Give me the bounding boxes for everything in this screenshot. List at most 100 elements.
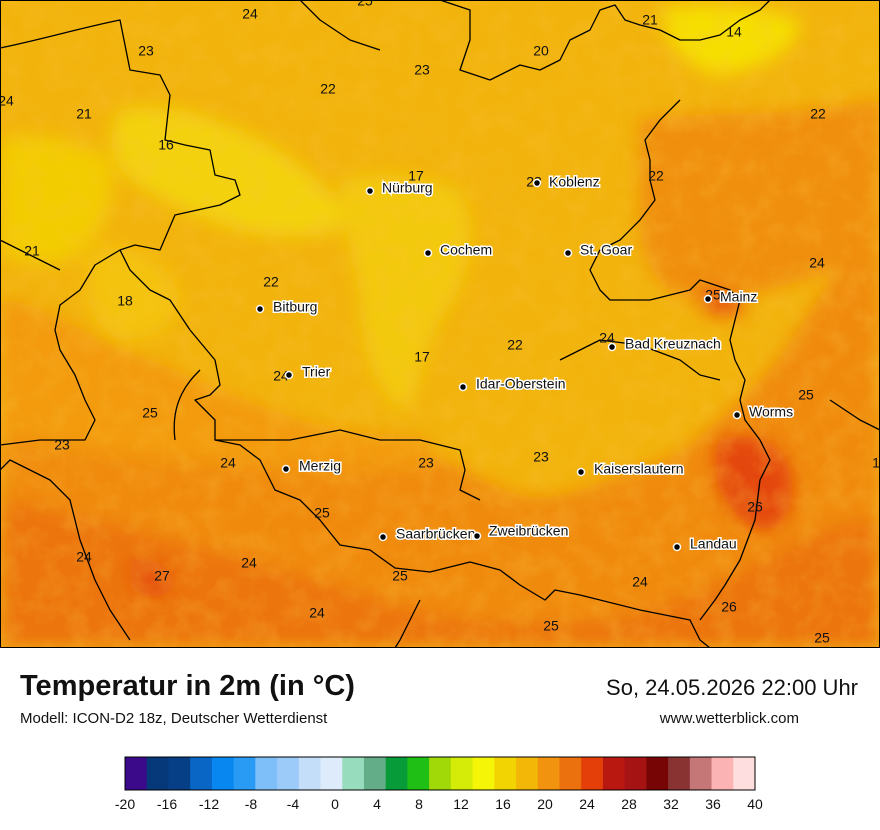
value-label: 17 xyxy=(414,349,430,365)
value-label: 25 xyxy=(314,505,330,521)
legend-cell xyxy=(516,757,539,790)
city-cochem[interactable]: Cochem Cochem xyxy=(423,240,494,259)
temperature-map: 25 24 21 14 23 20 23 22 24 21 22 16 17 2… xyxy=(0,0,880,648)
value-label: 20 xyxy=(533,43,549,59)
city-dot xyxy=(423,248,433,258)
legend-cell xyxy=(602,757,626,790)
city-bad-kreuznach[interactable]: Bad Kreuznach Bad Kreuznach xyxy=(607,334,722,353)
city-label: Cochem xyxy=(440,242,492,258)
city-idar-oberstein[interactable]: Idar-Oberstein Idar-Oberstein xyxy=(458,374,567,393)
value-label: 22 xyxy=(320,81,336,97)
legend-tick-label: 24 xyxy=(579,796,595,812)
city-landau[interactable]: Landau Landau xyxy=(672,534,738,553)
value-label: 16 xyxy=(158,137,174,153)
color-legend: -20 -16 -12 -8 -4 0 4 8 12 16 20 24 28 32 36 40 xyxy=(115,756,763,812)
city-label: Zweibrücken xyxy=(489,523,568,539)
city-label: Trier xyxy=(302,364,331,380)
city-dot xyxy=(472,531,482,541)
legend-tick-label: 16 xyxy=(495,796,511,812)
value-label: 23 xyxy=(414,62,430,78)
city-koblenz[interactable]: Koblenz Koblenz xyxy=(532,172,601,191)
legend-cell xyxy=(581,757,604,790)
city-merzig[interactable]: Merzig Merzig xyxy=(281,456,343,475)
legend-cell xyxy=(668,757,691,790)
city-label: Saarbrücken xyxy=(396,526,475,542)
legend-cell xyxy=(646,757,669,790)
legend-tick-label: -16 xyxy=(157,796,177,812)
city-label: Nürburg xyxy=(382,180,433,196)
legend-cell xyxy=(559,757,582,790)
city-bitburg[interactable]: Bitburg Bitburg xyxy=(255,297,319,316)
value-label: 25 xyxy=(357,0,373,9)
city-label: Idar-Oberstein xyxy=(476,376,565,392)
region-borders xyxy=(0,0,880,648)
city-dot xyxy=(284,370,294,380)
legend-cell xyxy=(146,757,169,790)
value-label: 27 xyxy=(154,568,170,584)
legend-tick-label: 36 xyxy=(705,796,721,812)
legend-tick-label: -20 xyxy=(115,796,135,812)
city-label: St. Goar xyxy=(580,242,632,258)
value-label: 22 xyxy=(810,106,826,122)
value-label: 23 xyxy=(54,437,70,453)
value-label: 24 xyxy=(241,555,257,571)
value-label: 24 xyxy=(632,574,648,590)
city-saarbruecken[interactable]: Saarbrücken Saarbrücken xyxy=(378,524,477,543)
legend-cell xyxy=(125,757,148,790)
city-label: Landau xyxy=(690,536,737,552)
value-label: 14 xyxy=(726,24,742,40)
city-st-goar[interactable]: St. Goar St. Goar xyxy=(563,240,634,259)
website-link[interactable]: www.wetterblick.com xyxy=(659,710,799,727)
value-label: 1 xyxy=(872,455,880,471)
city-dot xyxy=(365,186,375,196)
legend-cell xyxy=(211,757,235,790)
city-nurburg[interactable]: Nürburg Nürburg xyxy=(365,178,434,197)
city-label: Bad Kreuznach xyxy=(625,336,721,352)
city-label: Nürburg xyxy=(382,180,433,196)
city-label: Merzig xyxy=(299,458,341,474)
legend-cells xyxy=(125,757,756,790)
city-mainz[interactable]: Mainz Mainz xyxy=(703,287,759,306)
city-dot xyxy=(607,342,617,352)
value-label: 26 xyxy=(721,599,737,615)
value-label: 24 xyxy=(76,549,92,565)
city-dot xyxy=(255,304,265,314)
city-label: Saarbrücken xyxy=(396,526,475,542)
city-zweibruecken[interactable]: Zweibrücken Zweibrücken xyxy=(472,521,570,541)
legend-tick-label: 40 xyxy=(747,796,763,812)
legend-cell xyxy=(255,757,278,790)
value-label: 22 xyxy=(263,274,279,290)
value-label: 24 xyxy=(599,330,615,346)
legend-tick-label: 20 xyxy=(537,796,553,812)
city-label: Bitburg xyxy=(273,299,317,315)
value-label: 22 xyxy=(648,168,664,184)
value-label: 18 xyxy=(117,293,133,309)
legend-cell xyxy=(450,757,473,790)
value-label: 25 xyxy=(543,618,559,634)
legend-cell xyxy=(233,757,256,790)
city-label: Trier xyxy=(302,364,331,380)
value-label: 24 xyxy=(242,6,258,22)
legend-cell xyxy=(342,757,365,790)
city-worms[interactable]: Worms Worms xyxy=(732,402,795,421)
legend-cell xyxy=(320,757,343,790)
legend-cell xyxy=(429,757,452,790)
city-trier[interactable]: Trier Trier xyxy=(284,362,332,381)
city-label: Zweibrücken xyxy=(489,523,568,539)
city-label: Merzig xyxy=(299,458,341,474)
legend-tick-label: -4 xyxy=(287,796,300,812)
field-texture xyxy=(0,0,880,648)
value-label: 25 xyxy=(392,568,408,584)
value-label: 24 xyxy=(220,455,236,471)
legend-cell xyxy=(190,757,213,790)
city-dot xyxy=(281,464,291,474)
map-title: Temperatur in 2m (in °C) xyxy=(20,670,355,702)
city-label: Idar-Oberstein xyxy=(476,376,565,392)
value-label: 23 xyxy=(533,449,549,465)
city-dot xyxy=(732,410,742,420)
city-dot xyxy=(703,294,713,304)
legend-tick-label: -12 xyxy=(199,796,219,812)
city-label: St. Goar xyxy=(580,242,632,258)
city-kaiserslautern[interactable]: Kaiserslautern Kaiserslautern xyxy=(576,459,685,478)
legend-tick-label: 28 xyxy=(621,796,637,812)
